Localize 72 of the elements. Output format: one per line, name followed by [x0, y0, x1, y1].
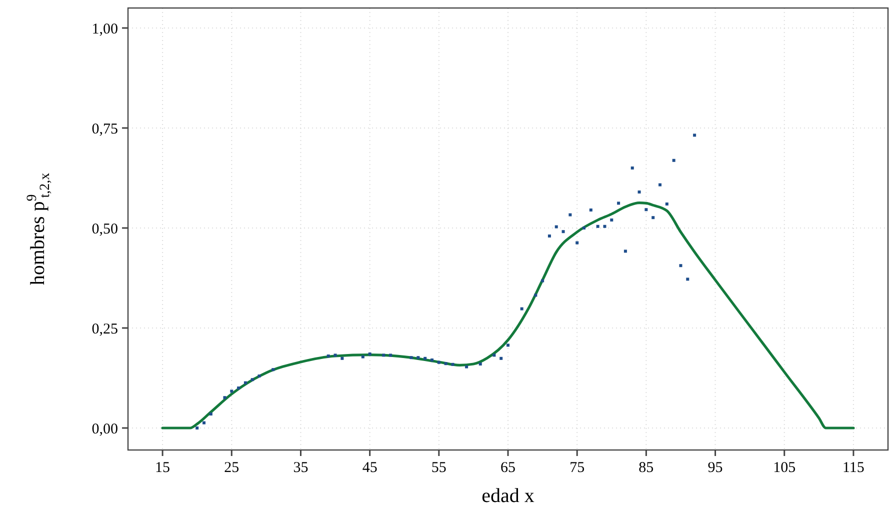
point [554, 225, 558, 228]
point [548, 234, 551, 238]
point [589, 208, 592, 212]
y-tick-label: 0,00 [92, 421, 118, 438]
x-tick-label: 65 [500, 460, 516, 476]
point [562, 230, 565, 234]
x-tick-label: 25 [224, 460, 240, 476]
x-tick-label: 15 [155, 460, 170, 476]
point [630, 166, 634, 170]
point [209, 412, 212, 416]
point [430, 358, 434, 362]
point [237, 386, 240, 390]
point [258, 374, 261, 378]
point [617, 202, 620, 205]
point [506, 344, 510, 347]
point [568, 213, 572, 216]
point [334, 354, 337, 357]
point [679, 264, 682, 268]
point [416, 356, 420, 360]
point [693, 134, 696, 137]
x-axis-title: edad x [482, 485, 534, 507]
x-tick-label: 45 [362, 460, 378, 476]
point [223, 396, 226, 400]
point [596, 224, 600, 228]
y-tick-label: 1,00 [92, 21, 118, 38]
point [361, 355, 364, 358]
point [638, 190, 641, 194]
point [437, 360, 440, 364]
y-tick-label: 0,75 [92, 121, 118, 138]
x-tick-label: 55 [431, 460, 446, 476]
point [424, 356, 427, 360]
point [250, 378, 254, 382]
point [410, 356, 413, 360]
x-tick-label: 75 [570, 460, 585, 476]
point [272, 368, 275, 372]
point [478, 362, 482, 366]
line-series [161, 202, 855, 430]
x-tick-label: 85 [638, 460, 654, 476]
point [202, 421, 206, 424]
point [665, 202, 668, 206]
point [603, 224, 606, 228]
point [610, 218, 614, 222]
point [244, 381, 247, 384]
point [196, 426, 199, 430]
x-tick-label: 115 [842, 460, 864, 476]
point [230, 390, 234, 393]
point [686, 278, 690, 281]
point [672, 158, 676, 162]
point [444, 362, 448, 366]
point [500, 356, 503, 360]
point [326, 354, 330, 358]
point [658, 183, 662, 186]
point [624, 250, 627, 253]
point [368, 352, 372, 356]
x-tick-label: 95 [708, 460, 723, 476]
point [534, 294, 538, 297]
point [451, 362, 454, 366]
point [652, 216, 655, 220]
point [576, 241, 579, 244]
point [492, 354, 496, 357]
x-tick-label: 105 [773, 460, 796, 476]
point [644, 208, 648, 212]
point [582, 226, 586, 230]
y-tick-label: 0,25 [92, 321, 118, 338]
x-tick-label: 35 [293, 460, 308, 476]
point [382, 354, 386, 357]
point [465, 365, 468, 368]
point [520, 307, 524, 310]
point [541, 279, 544, 282]
point [340, 356, 344, 360]
point [389, 354, 392, 357]
y-tick-label: 0,50 [92, 221, 118, 238]
